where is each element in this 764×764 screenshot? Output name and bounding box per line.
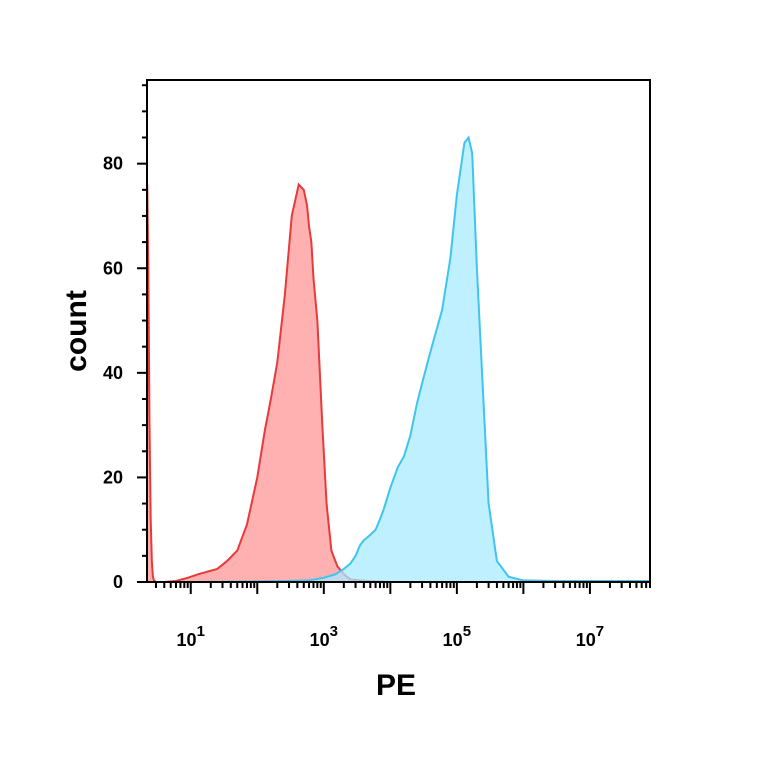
x-tick-label: 101 bbox=[177, 623, 205, 650]
y-tick-label: 60 bbox=[103, 258, 123, 278]
y-tick-label: 20 bbox=[103, 467, 123, 487]
plot-frame bbox=[146, 79, 651, 583]
y-axis-title: count bbox=[60, 290, 93, 372]
x-axis-title: PE bbox=[376, 669, 416, 702]
y-tick-label: 80 bbox=[103, 154, 123, 174]
series-layer bbox=[146, 135, 650, 583]
y-tick-label: 0 bbox=[113, 572, 123, 592]
y-tick-label: 40 bbox=[103, 363, 123, 383]
series-2-area bbox=[190, 137, 650, 582]
plot-area bbox=[146, 135, 650, 583]
series-1-area bbox=[147, 184, 391, 582]
x-axis: 101 103 105 107 bbox=[154, 582, 651, 650]
x-tick-label: 105 bbox=[443, 623, 471, 650]
x-tick-label: 103 bbox=[310, 623, 338, 650]
y-axis: 0 20 40 60 80 bbox=[103, 84, 147, 592]
x-tick-label: 107 bbox=[576, 623, 604, 650]
series-2-line bbox=[190, 135, 650, 583]
series-1-line bbox=[146, 182, 391, 583]
